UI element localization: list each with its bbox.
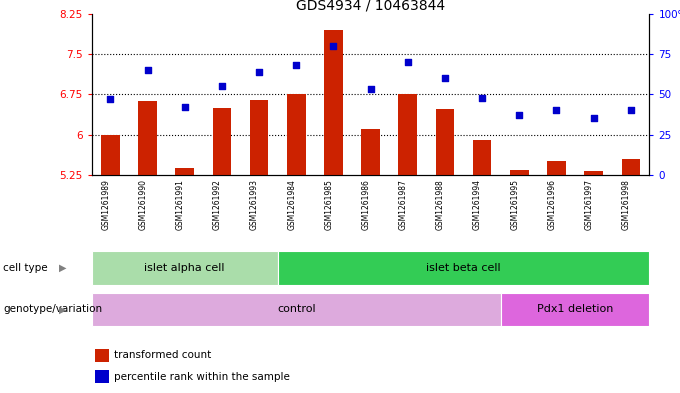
Text: GSM1261996: GSM1261996 xyxy=(547,179,556,230)
Text: Pdx1 deletion: Pdx1 deletion xyxy=(537,305,613,314)
Bar xyxy=(92,252,277,285)
Text: GSM1261986: GSM1261986 xyxy=(362,179,371,230)
Point xyxy=(551,107,562,114)
Bar xyxy=(95,349,109,362)
Title: GDS4934 / 10463844: GDS4934 / 10463844 xyxy=(296,0,445,13)
Text: GSM1261997: GSM1261997 xyxy=(585,179,594,230)
Text: control: control xyxy=(277,305,316,314)
Point xyxy=(142,67,153,73)
Text: GSM1261985: GSM1261985 xyxy=(324,179,333,230)
Point xyxy=(588,116,599,122)
Text: ▶: ▶ xyxy=(58,263,67,273)
Bar xyxy=(584,171,603,175)
Text: GSM1261990: GSM1261990 xyxy=(139,179,148,230)
Point xyxy=(626,107,636,114)
Text: GSM1261988: GSM1261988 xyxy=(436,179,445,230)
Point xyxy=(514,112,525,118)
Text: GSM1261994: GSM1261994 xyxy=(473,179,482,230)
Text: GSM1261987: GSM1261987 xyxy=(398,179,408,230)
Point xyxy=(291,62,302,68)
Point xyxy=(254,69,265,75)
Text: transformed count: transformed count xyxy=(114,350,211,360)
Text: GSM1261984: GSM1261984 xyxy=(287,179,296,230)
Point xyxy=(105,96,116,102)
Bar xyxy=(287,94,305,175)
Point xyxy=(365,86,376,93)
Text: GSM1261998: GSM1261998 xyxy=(622,179,631,230)
Bar xyxy=(250,100,269,175)
Bar xyxy=(138,101,157,175)
Bar xyxy=(436,109,454,175)
Bar xyxy=(175,168,194,175)
Point xyxy=(328,43,339,49)
Bar xyxy=(277,252,649,285)
Text: genotype/variation: genotype/variation xyxy=(3,305,103,314)
Text: islet alpha cell: islet alpha cell xyxy=(144,263,225,273)
Bar xyxy=(622,159,640,175)
Text: GSM1261995: GSM1261995 xyxy=(510,179,520,230)
Text: islet beta cell: islet beta cell xyxy=(426,263,501,273)
Bar xyxy=(361,129,380,175)
Point xyxy=(403,59,413,65)
Text: cell type: cell type xyxy=(3,263,48,273)
Text: ▶: ▶ xyxy=(58,305,67,314)
Bar xyxy=(324,30,343,175)
Text: GSM1261992: GSM1261992 xyxy=(213,179,222,230)
Point xyxy=(477,94,488,101)
Bar xyxy=(547,162,566,175)
Text: GSM1261989: GSM1261989 xyxy=(101,179,110,230)
Bar xyxy=(500,293,649,326)
Bar xyxy=(398,94,417,175)
Point xyxy=(216,83,227,89)
Point xyxy=(180,104,190,110)
Bar xyxy=(101,134,120,175)
Bar xyxy=(473,140,492,175)
Bar xyxy=(510,169,528,175)
Bar xyxy=(92,293,500,326)
Point xyxy=(439,75,450,81)
Text: percentile rank within the sample: percentile rank within the sample xyxy=(114,372,290,382)
Bar xyxy=(95,370,109,384)
Text: GSM1261993: GSM1261993 xyxy=(250,179,259,230)
Bar xyxy=(213,108,231,175)
Text: GSM1261991: GSM1261991 xyxy=(175,179,185,230)
